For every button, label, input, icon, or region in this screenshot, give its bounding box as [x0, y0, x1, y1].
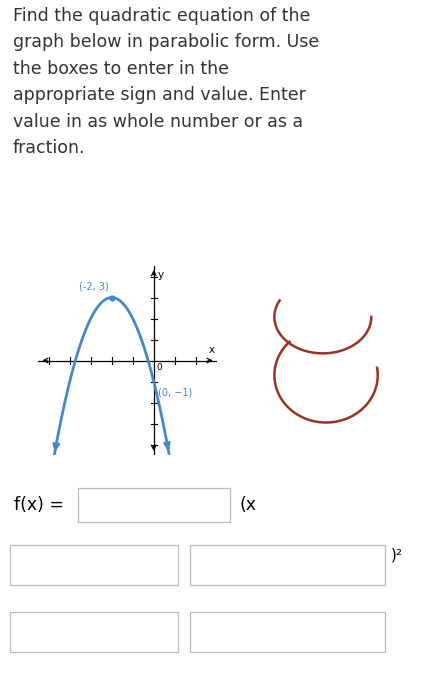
- Text: y: y: [158, 270, 164, 280]
- FancyBboxPatch shape: [10, 545, 178, 585]
- Text: (0, −1): (0, −1): [158, 388, 192, 398]
- Text: 0: 0: [156, 363, 162, 372]
- Text: f(x) =: f(x) =: [14, 496, 64, 514]
- FancyBboxPatch shape: [190, 545, 385, 585]
- Text: (-2, 3): (-2, 3): [79, 281, 109, 291]
- Text: Find the quadratic equation of the
graph below in parabolic form. Use
the boxes : Find the quadratic equation of the graph…: [13, 7, 319, 157]
- FancyBboxPatch shape: [10, 612, 178, 652]
- Text: x: x: [208, 345, 215, 355]
- Text: (x: (x: [240, 496, 257, 514]
- FancyBboxPatch shape: [190, 612, 385, 652]
- Text: )²: )²: [391, 547, 403, 563]
- FancyBboxPatch shape: [78, 488, 230, 522]
